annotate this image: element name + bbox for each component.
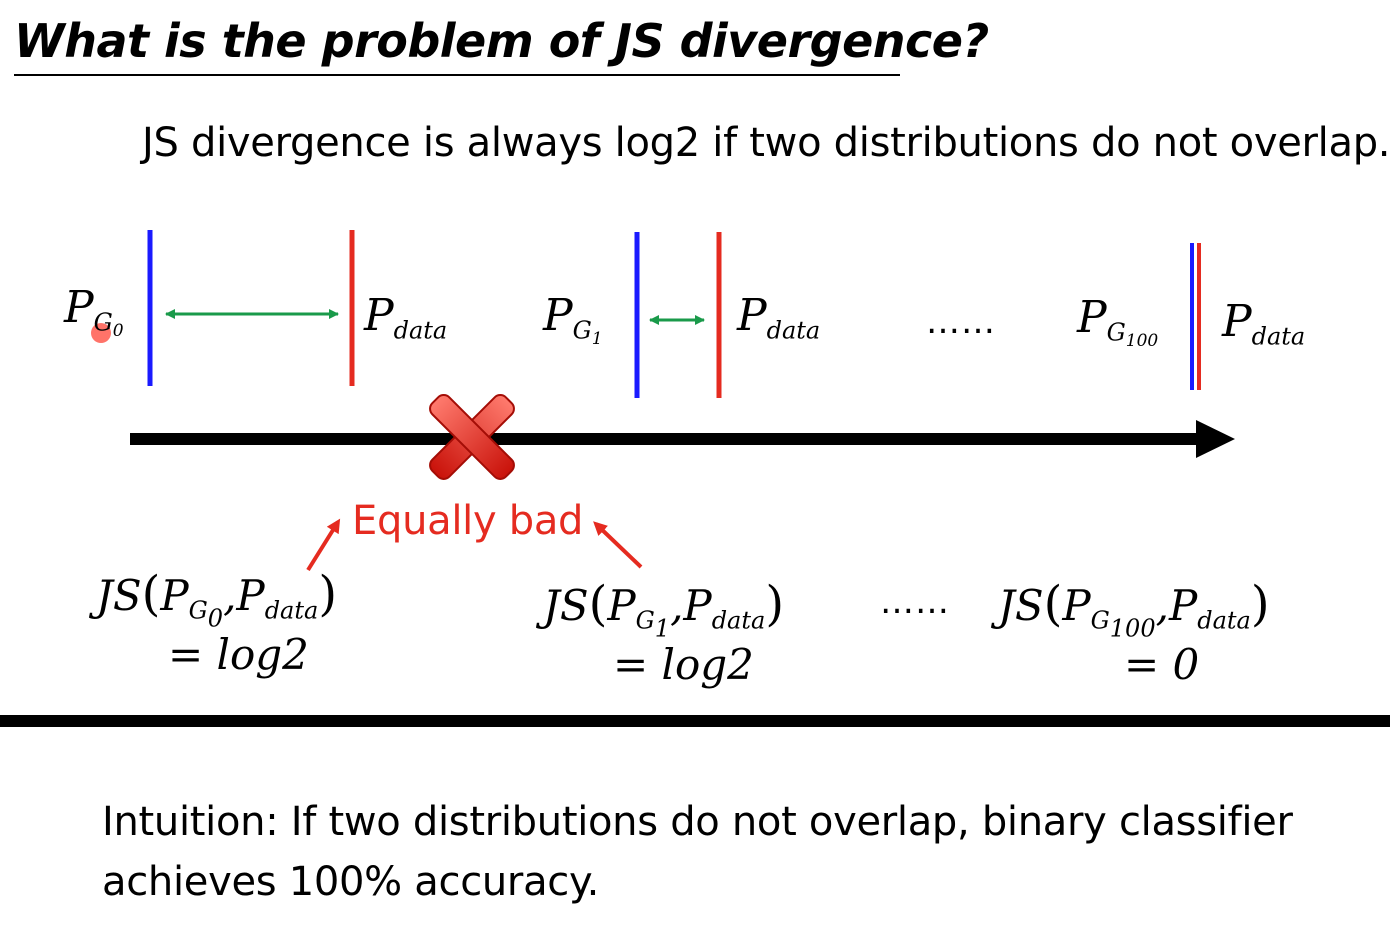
label-p-data-1: Pdata (364, 290, 448, 345)
slide-subtitle: JS divergence is always log2 if two dist… (142, 120, 1390, 166)
js-formula-g1: JS(PG1,Pdata) (543, 576, 785, 643)
js-value-g1: = log2 (613, 640, 754, 689)
js-value-g0: = log2 (168, 630, 309, 679)
section-divider (0, 715, 1390, 727)
equally-bad-label: Equally bad (352, 498, 584, 544)
label-p-g0: PG0 (64, 282, 124, 342)
label-p-data-2: Pdata (737, 290, 821, 345)
js-formula-g100: JS(PG100,Pdata) (998, 576, 1270, 643)
intuition-text: Intuition: If two distributions do not o… (102, 799, 1293, 905)
equally-bad-arrow-right (593, 521, 643, 569)
js-formula-g0: JS(PG0,Pdata) (96, 566, 338, 633)
laser-pointer-dot (91, 323, 111, 343)
slide-title: What is the problem of JS divergence? (14, 14, 989, 68)
label-p-g100: PG100 (1077, 292, 1159, 352)
label-p-data-3: Pdata (1222, 296, 1306, 351)
x-mark-icon (429, 394, 515, 480)
ellipsis-top: …… (926, 302, 996, 342)
label-p-g1: PG1 (543, 290, 603, 350)
timeline-arrowhead (1196, 420, 1235, 458)
js-value-g100: = 0 (1124, 640, 1200, 689)
equally-bad-arrow-left (306, 518, 341, 572)
title-underline (14, 74, 900, 76)
ellipsis-bottom: …… (880, 582, 950, 622)
